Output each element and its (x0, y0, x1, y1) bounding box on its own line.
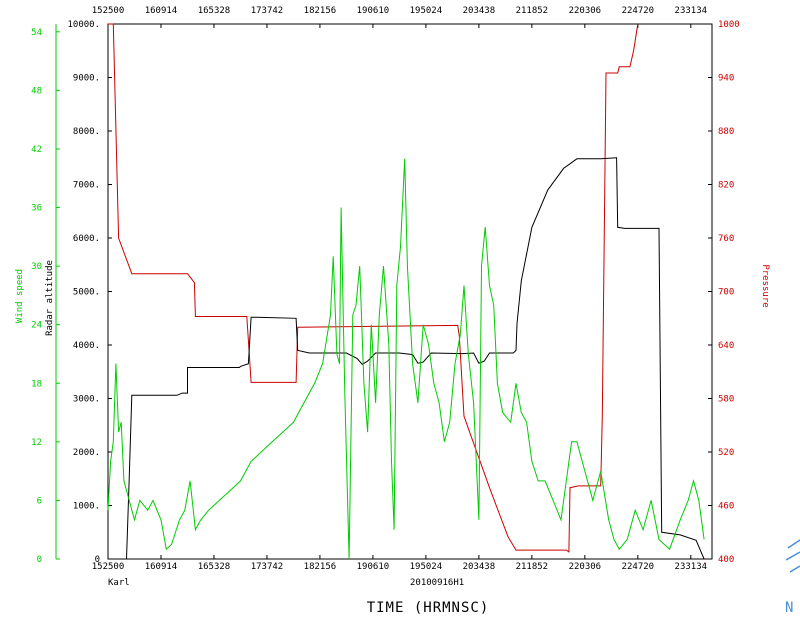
wind-tick-label: 54 (31, 28, 42, 38)
pressure-tick-label: 1000 (718, 20, 740, 30)
pressure-axis-label: Pressure (760, 264, 770, 307)
altitude-tick-label: 2000. (73, 448, 100, 458)
x-tick-label-top: 190610 (357, 6, 390, 16)
x-tick-label-top: 211852 (516, 6, 549, 16)
altitude-tick-label: 5000. (73, 288, 100, 298)
altitude-series-line (118, 157, 705, 560)
tick-labels: 152500 152500 160914 160914 165328 165328 1737… (31, 6, 740, 572)
x-tick-label-top: 182156 (304, 6, 337, 16)
x-tick-label-bottom: 165328 (198, 562, 231, 572)
altitude-tick-label: 1000. (73, 502, 100, 512)
altitude-tick-label: 10000. (67, 20, 100, 30)
pressure-tick-label: 880 (718, 127, 734, 137)
tick-marks (55, 23, 712, 560)
x-tick-label-bottom: 182156 (304, 562, 337, 572)
wind-tick-label: 48 (31, 86, 42, 96)
x-tick-label-bottom: 190610 (357, 562, 390, 572)
x-tick-label-bottom: 211852 (516, 562, 549, 572)
x-tick-label-bottom: 224720 (622, 562, 655, 572)
altitude-tick-label: 0 (95, 555, 100, 565)
pressure-tick-label: 400 (718, 555, 734, 565)
x-tick-label-bottom: 173742 (251, 562, 284, 572)
wind-series-line (107, 158, 705, 560)
altitude-axis-label: Radar altitude (45, 260, 55, 336)
wind-axis-label: Wind speed (15, 269, 25, 323)
x-tick-label-bottom: 195024 (410, 562, 443, 572)
pressure-tick-label: 700 (718, 288, 734, 298)
wind-tick-label: 36 (31, 204, 42, 214)
pressure-tick-label: 640 (718, 341, 734, 351)
pressure-tick-label: 460 (718, 502, 734, 512)
pressure-tick-label: 820 (718, 181, 734, 191)
x-tick-label-top: 203438 (463, 6, 496, 16)
altitude-tick-label: 4000. (73, 341, 100, 351)
x-tick-label-top: 152500 (92, 6, 125, 16)
x-tick-label-top: 195024 (410, 6, 443, 16)
x-tick-label-bottom: 152500 (92, 562, 125, 572)
altitude-tick-label: 8000. (73, 127, 100, 137)
pressure-tick-label: 520 (718, 448, 734, 458)
altitude-tick-label: 9000. (73, 74, 100, 84)
wind-tick-label: 6 (37, 496, 42, 506)
x-tick-label-bottom: 203438 (463, 562, 496, 572)
x-tick-label-bottom: 160914 (145, 562, 178, 572)
x-tick-label-bottom: 220306 (569, 562, 602, 572)
altitude-tick-label: 3000. (73, 395, 100, 405)
wind-tick-label: 12 (31, 438, 42, 448)
wind-tick-label: 30 (31, 262, 42, 272)
storm-name: Karl (108, 578, 130, 588)
svg-text:N: N (785, 600, 793, 616)
x-tick-label-top: 220306 (569, 6, 602, 16)
logo-icon: N (785, 539, 800, 616)
x-tick-label-top: 233134 (675, 6, 708, 16)
x-tick-label-top: 173742 (251, 6, 284, 16)
x-tick-label-bottom: 233134 (675, 562, 708, 572)
wind-tick-label: 0 (37, 555, 42, 565)
date-label: 20100916H1 (410, 578, 464, 588)
wind-tick-label: 24 (31, 321, 42, 331)
pressure-tick-label: 940 (718, 74, 734, 84)
wind-tick-label: 42 (31, 145, 42, 155)
plot-frame (107, 23, 713, 560)
series-layer (107, 23, 705, 560)
x-axis-title: TIME (HRMNSC) (367, 600, 490, 616)
x-tick-label-top: 160914 (145, 6, 178, 16)
pressure-tick-label: 760 (718, 234, 734, 244)
altitude-tick-label: 7000. (73, 181, 100, 191)
x-tick-label-top: 224720 (622, 6, 655, 16)
pressure-series-line (108, 23, 639, 553)
wind-tick-label: 18 (31, 379, 42, 389)
altitude-tick-label: 6000. (73, 234, 100, 244)
pressure-tick-label: 580 (718, 395, 734, 405)
x-tick-label-top: 165328 (198, 6, 231, 16)
